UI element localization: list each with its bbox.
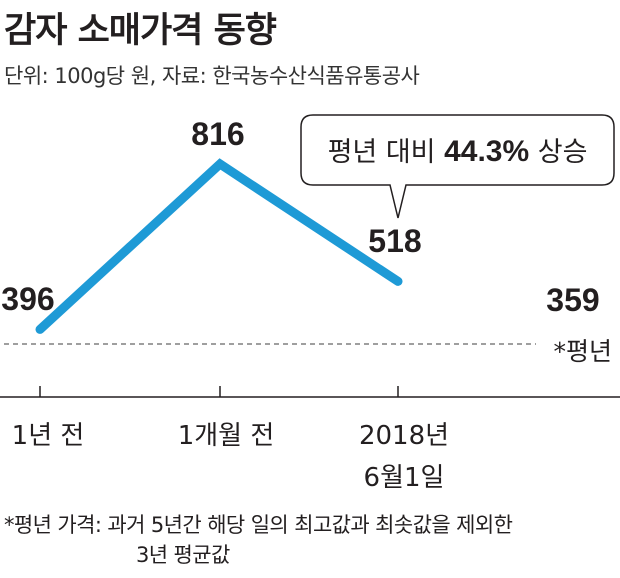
chart-subtitle: 단위: 100g당 원, 자료: 한국농수산식품유통공사 — [4, 64, 420, 88]
reference-name-label: *평년 — [553, 337, 612, 366]
callout-prefix: 평년 대비 — [328, 137, 445, 168]
footnote-line-2: 3년 평균값 — [136, 543, 230, 567]
callout-highlight: 44.3% — [444, 135, 529, 168]
line-chart: 396 816 518 1년 전 1개월 전 2018년 6월1일 359 *평년 평년 … — [0, 114, 620, 493]
x-tick-label-3: 2018년 6월1일 — [359, 421, 449, 493]
footnote-line-1: *평년 가격: 과거 5년간 해당 일의 최고값과 최솟값을 제외한 — [4, 513, 513, 537]
x-tick-label-3-line-2: 6월1일 — [364, 463, 445, 493]
callout-bubble: 평년 대비 44.3% 상승 — [300, 114, 615, 219]
x-tick-label-2-line-1: 1개월 전 — [178, 421, 275, 451]
callout-suffix: 상승 — [529, 137, 587, 168]
value-labels: 396 816 518 — [1, 116, 421, 317]
x-axis-tick-labels: 1년 전 1개월 전 2018년 6월1일 — [12, 421, 449, 493]
x-tick-label-2: 1개월 전 — [178, 421, 275, 451]
chart-title: 감자 소매가격 동향 — [4, 11, 277, 51]
x-tick-label-3-line-1: 2018년 — [359, 421, 449, 451]
value-label-1: 396 — [1, 281, 54, 317]
x-tick-label-1: 1년 전 — [12, 421, 85, 451]
reference-value-label: 359 — [546, 282, 599, 318]
x-axis-ticks — [39, 386, 399, 397]
value-label-3: 518 — [368, 223, 421, 259]
series-line — [35, 158, 403, 334]
reference-labels: 359 *평년 — [546, 282, 612, 366]
footnote: *평년 가격: 과거 5년간 해당 일의 최고값과 최솟값을 제외한 3년 평균… — [4, 510, 616, 570]
value-label-2: 816 — [191, 116, 244, 152]
x-tick-label-1-line-1: 1년 전 — [12, 421, 85, 451]
callout-box — [300, 114, 615, 219]
callout-text: 평년 대비 44.3% 상승 — [328, 135, 588, 168]
